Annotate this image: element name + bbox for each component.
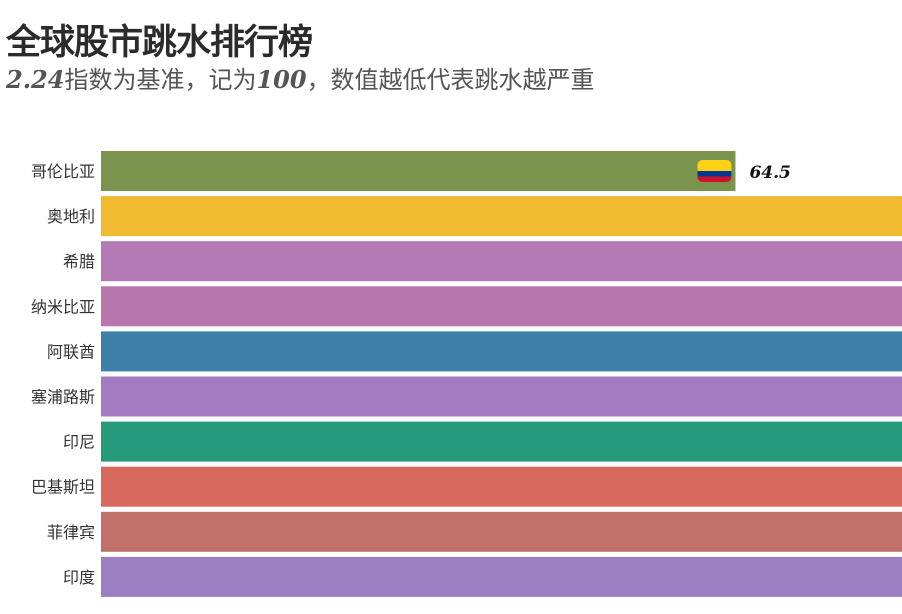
value-label: 64.5 bbox=[749, 163, 790, 183]
bar bbox=[101, 511, 902, 552]
category-label: 希腊 bbox=[63, 252, 95, 271]
chart-subtitle: 2.24指数为基准，记为100，数值越低代表跳水越严重 bbox=[6, 60, 595, 95]
category-label: 印度 bbox=[63, 568, 95, 587]
bar bbox=[101, 421, 902, 462]
subtitle-text-2: ，数值越低代表跳水越严重 bbox=[306, 66, 595, 94]
bar bbox=[101, 376, 902, 417]
category-label: 纳米比亚 bbox=[31, 297, 95, 316]
subtitle-base-value: 100 bbox=[256, 65, 307, 94]
category-label: 塞浦路斯 bbox=[31, 388, 95, 407]
bar bbox=[101, 151, 736, 191]
subtitle-text-1: 指数为基准，记为 bbox=[64, 66, 257, 94]
category-label: 印尼 bbox=[63, 433, 95, 452]
bar bbox=[101, 286, 902, 327]
subtitle-base-date: 2.24 bbox=[6, 65, 65, 94]
category-label: 菲律宾 bbox=[47, 523, 95, 542]
bar bbox=[101, 331, 902, 372]
chart-title: 全球股市跳水排行榜 bbox=[6, 23, 313, 63]
bar bbox=[101, 466, 902, 507]
category-label: 哥伦比亚 bbox=[31, 162, 95, 181]
bar bbox=[101, 241, 902, 282]
category-label: 巴基斯坦 bbox=[31, 478, 95, 497]
colombia-flag-icon bbox=[697, 160, 732, 182]
bar bbox=[101, 196, 902, 237]
category-label: 奥地利 bbox=[47, 207, 95, 226]
bar bbox=[101, 556, 902, 597]
category-label: 阿联酋 bbox=[47, 342, 95, 361]
